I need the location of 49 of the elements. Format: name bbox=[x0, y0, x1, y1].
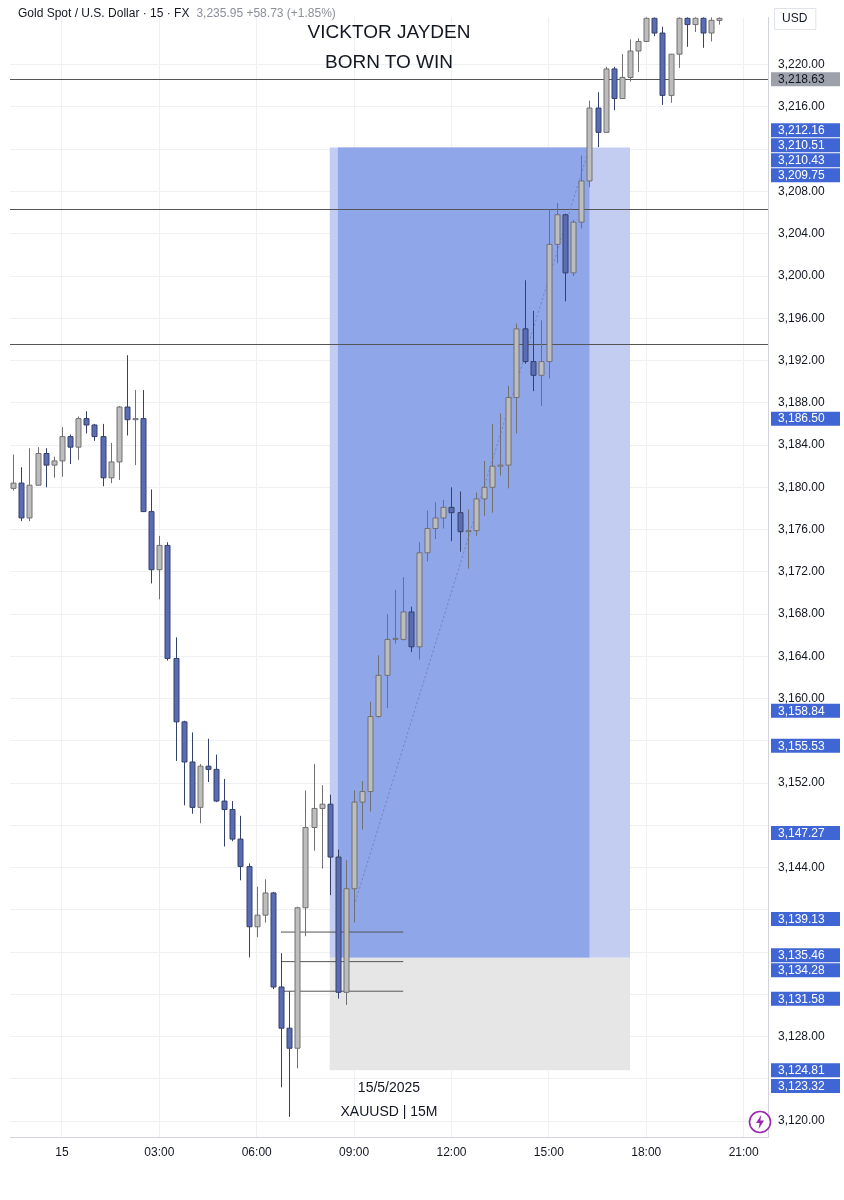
x-tick-label: 21:00 bbox=[728, 1144, 759, 1159]
text: USD bbox=[782, 11, 808, 26]
y-tick-label: 3,188.00 bbox=[778, 395, 826, 410]
text: 3,210.43 bbox=[778, 153, 826, 168]
y-tick-label: 3,184.00 bbox=[778, 437, 826, 452]
text: 3,210.51 bbox=[778, 138, 826, 153]
annotation: XAUUSD | 15M bbox=[340, 1102, 438, 1119]
y-tick-label: 3,172.00 bbox=[778, 564, 826, 579]
x-tick-label: 18:00 bbox=[631, 1144, 662, 1159]
y-tick-label: 3,204.00 bbox=[778, 226, 826, 241]
text: 3,209.75 bbox=[778, 168, 826, 183]
y-tick-label: 3,168.00 bbox=[778, 606, 826, 621]
x-tick-label: 15:00 bbox=[533, 1144, 565, 1159]
y-tick-label: 3,128.00 bbox=[778, 1028, 826, 1043]
y2-tick-label: 3,139.13 bbox=[778, 911, 826, 926]
y2-tick-label: 3,134.28 bbox=[778, 963, 826, 978]
y-tick-label: 3,160.00 bbox=[778, 690, 826, 705]
text: 3,212.16 bbox=[778, 123, 826, 138]
y2-tick-label: 3,135.46 bbox=[778, 948, 826, 963]
y-tick-label: 3,220.00 bbox=[778, 57, 826, 72]
y-tick-label: 3,216.00 bbox=[778, 99, 826, 114]
chart-title: Gold Spot / U.S. Dollar · 15 · FX bbox=[18, 6, 190, 21]
ref-line-label: 3,218.63 bbox=[778, 72, 826, 87]
x-tick-label: 06:00 bbox=[241, 1144, 273, 1159]
y-tick-label: 3,180.00 bbox=[778, 479, 826, 494]
y-tick-label: 3,196.00 bbox=[778, 310, 826, 325]
y2-tick-label: 3,124.81 bbox=[778, 1063, 826, 1078]
y-tick-label: 3,164.00 bbox=[778, 648, 826, 663]
y-tick-label: 3,192.00 bbox=[778, 352, 826, 367]
annotation: BORN TO WIN bbox=[324, 51, 454, 73]
y2-tick-label: 3,186.50 bbox=[778, 411, 826, 426]
y2-tick-label: 3,147.27 bbox=[778, 825, 826, 840]
annotation: 3,235.95 +58.73 (+1.85%) bbox=[196, 6, 336, 21]
y-tick-label: 3,176.00 bbox=[778, 521, 826, 536]
y-tick-label: 3,120.00 bbox=[778, 1113, 826, 1128]
annotation: VICKTOR JAYDEN bbox=[307, 21, 471, 43]
y2-tick-label: 3,158.84 bbox=[778, 703, 826, 718]
y2-tick-label: 3,131.58 bbox=[778, 991, 826, 1006]
x-tick-label: 03:00 bbox=[144, 1144, 175, 1159]
y-tick-label: 3,208.00 bbox=[778, 183, 826, 198]
x-tick-label: 09:00 bbox=[339, 1144, 370, 1159]
y-tick-label: 3,200.00 bbox=[778, 268, 826, 283]
y2-tick-label: 3,123.32 bbox=[778, 1078, 826, 1093]
annotation: 15/5/2025 bbox=[357, 1078, 421, 1095]
x-tick-label: 12:00 bbox=[436, 1144, 467, 1159]
x-tick-label: 15 bbox=[55, 1144, 69, 1159]
y-tick-label: 3,144.00 bbox=[778, 859, 826, 874]
y2-tick-label: 3,155.53 bbox=[778, 738, 826, 753]
y-tick-label: 3,152.00 bbox=[778, 775, 826, 790]
